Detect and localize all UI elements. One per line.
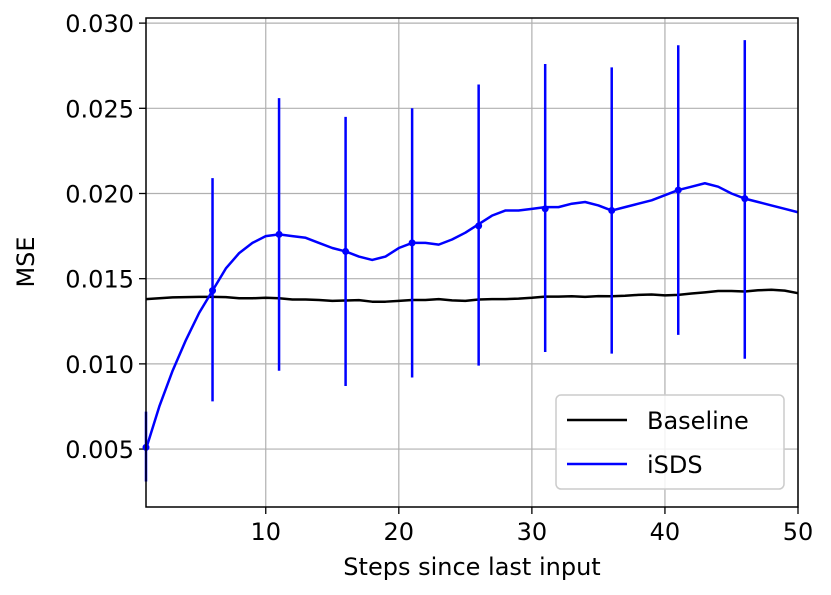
y-axis-label: MSE xyxy=(12,236,40,287)
x-axis-label: Steps since last input xyxy=(343,553,600,581)
data-point-isds xyxy=(475,222,483,230)
plot-frame xyxy=(145,17,799,508)
data-point-isds xyxy=(608,207,616,215)
series-line-isds xyxy=(144,182,799,450)
x-tick-label: 10 xyxy=(250,518,281,546)
x-axis-ticks: 10 20 30 40 50 xyxy=(250,507,813,546)
legend-frame xyxy=(555,394,785,490)
data-point-isds xyxy=(408,239,416,247)
x-tick-label: 50 xyxy=(783,518,814,546)
data-point-isds xyxy=(674,186,682,194)
data-point-isds xyxy=(541,205,549,213)
y-axis-ticks: 0.005 0.010 0.015 0.020 0.025 0.030 xyxy=(65,10,146,464)
x-tick-label: 30 xyxy=(517,518,548,546)
data-point-isds xyxy=(342,247,350,255)
data-point-isds xyxy=(209,287,217,295)
legend-label-baseline: Baseline xyxy=(647,407,749,435)
y-tick-label: 0.005 xyxy=(65,436,134,464)
y-tick-label: 0.020 xyxy=(65,180,134,208)
y-tick-label: 0.030 xyxy=(65,10,134,38)
legend-label-isds: iSDS xyxy=(647,451,703,479)
data-point-isds xyxy=(275,230,283,238)
x-tick-label: 40 xyxy=(650,518,681,546)
series-line-baseline xyxy=(145,288,799,303)
x-tick-label: 20 xyxy=(384,518,415,546)
y-tick-label: 0.015 xyxy=(65,266,134,294)
y-tick-label: 0.025 xyxy=(65,95,134,123)
legend: Baseline iSDS xyxy=(555,394,785,490)
data-point-isds xyxy=(741,195,749,203)
y-tick-label: 0.010 xyxy=(65,351,134,379)
